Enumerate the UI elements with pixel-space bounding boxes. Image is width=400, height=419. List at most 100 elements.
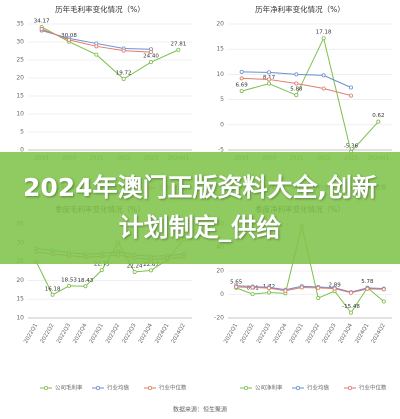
point [321,86,326,91]
legend-label: 行业中位数 [159,384,187,392]
value-label: 22.67 [143,262,159,268]
point [332,286,337,291]
x-tick-label: 2023Q4 [338,322,354,344]
point [94,52,99,57]
series-line [241,36,379,153]
value-label: 30.08 [61,33,77,39]
point [299,285,304,290]
legend-label: 行业中位数 [359,384,387,392]
value-label: 2.89 [328,283,341,289]
point [148,50,153,55]
legend-marker [243,385,248,390]
y-tick-label: 30 [16,39,24,46]
point [316,296,321,301]
x-tick-label: 2023Q3 [122,322,138,344]
y-tick-label: 20 [16,75,24,82]
point [294,81,299,86]
series-line [41,26,179,80]
point [321,73,326,78]
legend-marker [295,385,300,390]
y-tick-label: 0 [220,121,224,128]
x-tick-label: 2023Q2 [105,323,121,345]
point [250,285,255,290]
value-label: 18.43 [78,278,94,284]
value-label: 34.17 [34,18,50,24]
x-tick-label: 2023Q1 [89,323,105,345]
x-tick-label: 2022Q3 [56,322,72,344]
y-tick-label: 5 [20,129,24,136]
x-tick-label: 2023Q1 [289,323,305,345]
x-tick-label: 2024Q1 [154,323,170,345]
x-tick-label: 2022Q4 [72,322,88,344]
y-tick-label: 35 [16,21,24,28]
x-tick-label: 2024Q2 [171,323,187,345]
point [266,70,271,75]
value-label: 22.73 [94,262,110,268]
y-tick-label: 15 [16,93,24,100]
point [348,93,353,98]
y-tick-label: 0 [220,291,224,298]
x-tick-label: 2022Q2 [240,323,256,345]
x-tick-label: 2022Q1 [23,323,39,345]
point [239,69,244,74]
x-tick-label: 2023Q2 [305,323,321,345]
y-tick-label: 20 [16,277,24,284]
value-label: 24.40 [143,54,159,60]
y-tick-label: 10 [16,111,24,118]
point [50,292,55,297]
point [348,290,353,295]
point [266,77,271,82]
point [283,288,288,293]
point [316,285,321,290]
point [67,37,72,42]
point [121,48,126,53]
point [266,81,271,86]
legend-label: 行业均值 [307,384,330,392]
series-line [236,286,384,294]
banner: 2024年澳门正版资料大全,创新计划制定_供给 [0,152,400,264]
point [365,286,370,291]
value-label: 22.24 [127,263,143,269]
point [99,268,104,273]
point [381,299,386,304]
y-tick-label: 0 [20,147,24,154]
value-label: 19.72 [116,71,132,77]
legend-marker [44,385,49,390]
point [234,284,239,289]
point [121,77,126,82]
y-tick-label: 20 [216,268,224,275]
value-label: 5.88 [290,87,303,93]
point [148,60,153,65]
legend-label: 公司净利率 [255,384,283,392]
x-tick-label: 2022Q1 [223,323,239,345]
value-label: 5.78 [361,279,374,285]
y-tick-label: 25 [16,57,24,64]
point [239,89,244,94]
y-tick-label: 15 [216,46,224,53]
legend-marker [347,385,352,390]
point [348,310,353,315]
y-tick-label: 5 [220,96,224,103]
y-tick-label: 10 [216,71,224,78]
point [148,268,153,273]
legend-marker [96,385,101,390]
point [83,284,88,289]
value-label: -5.36 [344,143,359,149]
point [321,36,326,41]
value-label: 6.69 [236,83,249,89]
x-tick-label: 2024Q1 [354,323,370,345]
x-tick-label: 2022Q2 [40,323,56,345]
value-label: 16.18 [45,286,61,292]
point [266,286,271,291]
point [176,47,181,52]
x-tick-label: 2022Q4 [272,322,288,344]
y-tick-label: 10 [16,315,24,322]
point [39,27,44,32]
y-tick-label: 15 [16,296,24,303]
point [132,269,137,274]
value-label: 18.53 [61,277,77,283]
x-tick-label: 2023Q3 [322,322,338,344]
point [94,44,99,49]
y-tick-label: -5 [218,147,224,154]
